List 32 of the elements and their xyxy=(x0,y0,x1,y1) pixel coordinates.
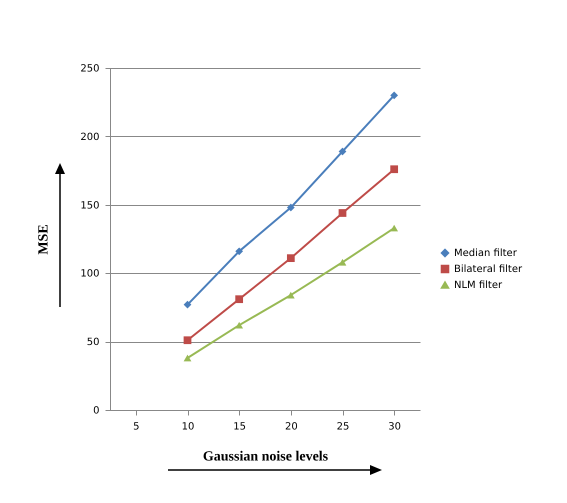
x-tick-label: 25 xyxy=(336,422,350,432)
point xyxy=(184,354,192,362)
legend-label: Median filter xyxy=(454,248,518,259)
point xyxy=(184,336,192,344)
x-tick-label: 10 xyxy=(182,422,194,432)
y-tick-label: 100 xyxy=(80,268,100,280)
y-tick-label: 50 xyxy=(86,337,100,348)
x-tick-label: 30 xyxy=(388,422,402,432)
point xyxy=(286,254,295,262)
x-axis-title: Gaussian noise levels xyxy=(202,450,329,464)
point xyxy=(235,322,244,329)
point xyxy=(286,204,295,212)
x-tick-label: 20 xyxy=(284,422,298,432)
point xyxy=(235,295,244,304)
y-tick-label: 150 xyxy=(80,200,100,212)
legend-label: Bilateral filter xyxy=(454,264,523,275)
point xyxy=(390,91,398,100)
point xyxy=(338,209,346,217)
point xyxy=(390,165,398,174)
point xyxy=(235,247,244,256)
point xyxy=(184,300,192,309)
x-tick-label: 5 xyxy=(133,422,140,432)
point xyxy=(338,148,346,156)
legend-label: NLM filter xyxy=(454,280,504,291)
y-tick-label: 200 xyxy=(80,132,100,143)
point xyxy=(390,224,398,232)
point xyxy=(338,258,346,266)
y-tick-label: 250 xyxy=(80,64,100,74)
y-tick-label: 0 xyxy=(93,406,100,416)
x-tick-label: 15 xyxy=(233,422,246,432)
point xyxy=(286,292,295,298)
y-axis-title: MSE xyxy=(36,224,52,255)
